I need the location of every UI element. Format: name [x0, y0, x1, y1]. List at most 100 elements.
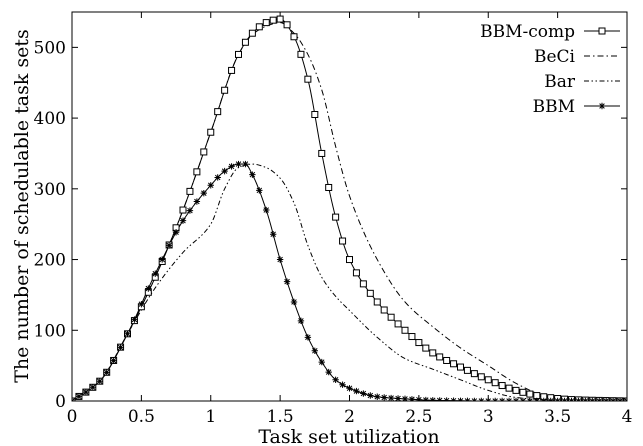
- data-point: [373, 298, 381, 306]
- data-point: [367, 392, 374, 399]
- data-point: [582, 397, 589, 401]
- data-point: [374, 393, 381, 400]
- series-markers: [72, 15, 627, 401]
- data-point: [533, 392, 541, 400]
- data-point: [221, 167, 228, 175]
- y-tick-label: 300: [34, 180, 66, 200]
- data-point: [332, 376, 339, 383]
- data-point: [325, 368, 332, 376]
- data-point: [485, 397, 492, 401]
- data-point: [269, 16, 277, 24]
- data-point: [443, 397, 450, 401]
- data-point: [547, 397, 554, 401]
- data-point: [311, 347, 319, 354]
- legend-label: Bar: [544, 72, 576, 92]
- data-point: [359, 280, 367, 288]
- x-tick-label: 0.5: [128, 407, 155, 427]
- data-point: [249, 171, 256, 178]
- plot-frame: [71, 11, 628, 402]
- data-point: [276, 256, 284, 263]
- data-point: [450, 360, 458, 368]
- data-point: [526, 397, 534, 401]
- data-point: [269, 231, 277, 238]
- legend-label: BeCi: [534, 47, 576, 67]
- data-point: [498, 382, 506, 390]
- data-point: [172, 229, 180, 236]
- data-point: [498, 397, 506, 401]
- data-point: [616, 397, 624, 401]
- data-point: [158, 256, 166, 263]
- legend-label: BBM: [533, 97, 575, 117]
- series-line: [72, 163, 627, 401]
- data-point: [589, 397, 596, 401]
- x-tick-label: 4: [622, 407, 633, 427]
- data-point: [519, 388, 527, 396]
- data-point: [72, 397, 76, 401]
- data-point: [387, 313, 395, 321]
- y-tick-label: 100: [34, 321, 66, 341]
- data-point: [318, 358, 325, 366]
- data-point: [241, 38, 249, 46]
- x-tick-label: 2: [344, 407, 355, 427]
- data-point: [463, 366, 471, 374]
- data-point: [242, 160, 249, 168]
- legend-marker: [598, 102, 606, 110]
- data-point: [491, 397, 499, 401]
- x-axis-ticks: 0 0.5 1 1.5 2 2.5 3 3.5 4: [67, 12, 633, 427]
- data-point: [304, 334, 312, 341]
- x-tick-label: 3: [483, 407, 494, 427]
- data-point: [235, 160, 242, 168]
- x-tick-label: 1: [205, 407, 216, 427]
- data-point: [138, 300, 145, 308]
- data-point: [248, 29, 256, 37]
- data-point: [145, 285, 152, 292]
- data-point: [401, 326, 409, 334]
- data-point: [255, 23, 263, 31]
- legend-marker: [598, 27, 606, 35]
- data-point: [200, 189, 208, 197]
- data-point: [408, 333, 416, 341]
- data-point: [297, 317, 305, 325]
- series-line: [72, 22, 627, 401]
- data-point: [554, 397, 561, 401]
- data-point: [568, 397, 575, 401]
- x-tick-label: 2.5: [405, 407, 432, 427]
- y-tick-label: 500: [34, 38, 66, 58]
- data-point: [478, 397, 485, 401]
- data-point: [304, 75, 312, 83]
- data-point: [263, 206, 270, 214]
- data-point: [457, 397, 464, 401]
- data-point: [117, 344, 124, 351]
- data-point: [623, 397, 627, 401]
- data-point: [394, 395, 402, 401]
- data-point: [346, 385, 353, 392]
- x-tick-label: 3.5: [544, 407, 571, 427]
- legend: BBM-comp BeCi Bar BBM: [480, 22, 620, 117]
- data-point: [339, 381, 346, 388]
- data-point: [200, 148, 208, 156]
- data-point: [561, 397, 568, 401]
- data-point: [207, 128, 215, 136]
- data-point: [152, 270, 159, 277]
- x-tick-label: 0: [67, 407, 78, 427]
- data-point: [519, 397, 527, 401]
- data-point: [422, 344, 430, 352]
- data-point: [283, 278, 291, 285]
- data-point: [290, 298, 298, 306]
- data-point: [505, 384, 513, 392]
- data-point: [124, 330, 131, 338]
- data-point: [96, 377, 103, 385]
- data-point: [193, 198, 201, 205]
- data-point: [575, 397, 582, 401]
- data-point: [512, 386, 520, 394]
- data-point: [526, 390, 534, 398]
- data-point: [89, 384, 97, 391]
- legend-label: BBM-comp: [480, 22, 575, 42]
- data-point: [214, 108, 222, 116]
- series-line: [72, 163, 627, 401]
- y-tick-label: 200: [34, 251, 66, 271]
- data-point: [505, 397, 513, 401]
- data-point: [422, 396, 430, 401]
- data-point: [471, 397, 478, 401]
